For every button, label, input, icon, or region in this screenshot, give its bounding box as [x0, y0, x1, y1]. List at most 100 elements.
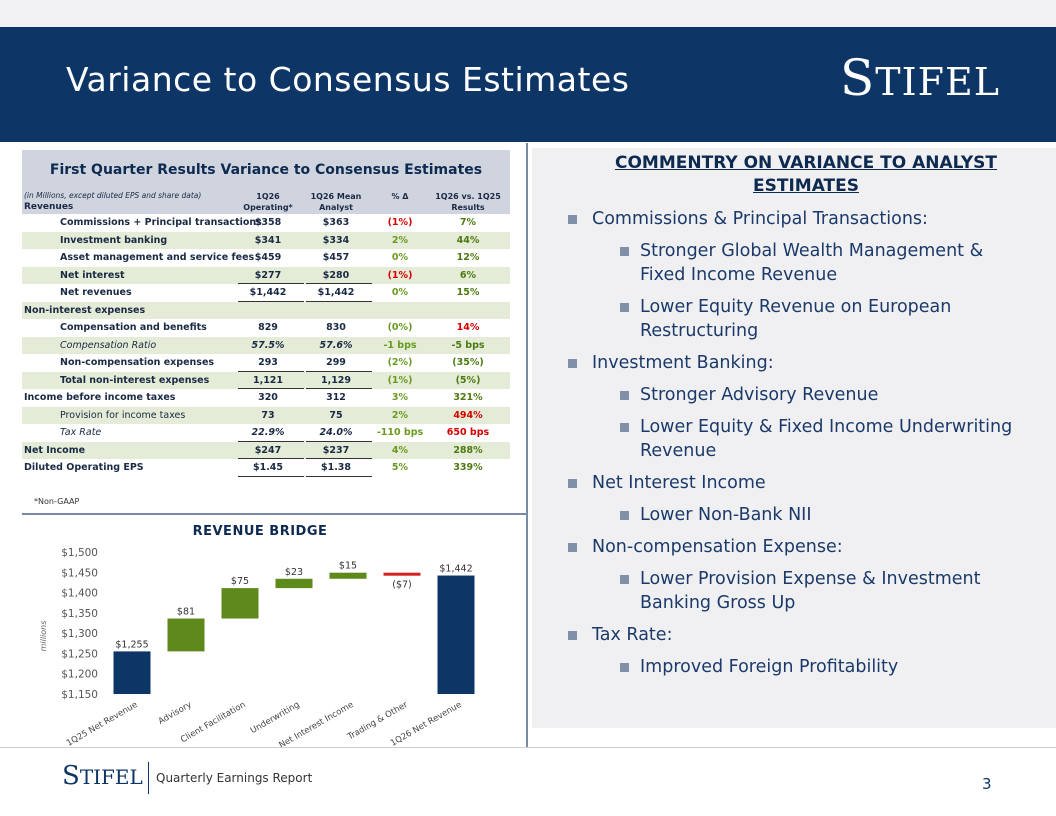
cell-v1: 22.9% — [251, 427, 285, 438]
cell-v3: (2%) — [387, 357, 413, 368]
top-strip — [0, 0, 1056, 27]
row-label: Commissions + Principal transactions — [60, 217, 262, 228]
bullet-icon — [620, 511, 629, 520]
cell-v4: 650 bps — [446, 427, 490, 438]
total-underline — [306, 475, 372, 477]
bullet-icon — [568, 215, 577, 224]
y-tick-label: $1,200 — [61, 669, 98, 681]
commentary-text: Improved Foreign Profitability — [640, 657, 899, 677]
commentary-item: Stronger Advisory Revenue — [620, 383, 1024, 407]
cell-v4: -5 bps — [451, 339, 485, 351]
commentary-text: Tax Rate: — [592, 625, 673, 645]
cell-v1: 320 — [258, 392, 278, 403]
cell-v3: 0% — [391, 252, 409, 263]
cell-v1: $1,442 — [249, 287, 287, 298]
bullet-icon — [620, 423, 629, 432]
cell-v2: 299 — [326, 357, 346, 368]
category-label: Advisory — [157, 700, 194, 727]
footer-divider — [0, 747, 1056, 748]
table-row: Provision for income taxes 73 75 2% 494% — [22, 406, 510, 424]
waterfall-bar — [383, 572, 421, 576]
row-label: Net interest — [60, 269, 125, 281]
commentary-text: Lower Equity & Fixed Income Underwriting… — [640, 417, 1013, 461]
total-underline — [238, 300, 304, 302]
waterfall-bar — [167, 618, 205, 652]
cell-v1: $459 — [254, 252, 282, 263]
cell-v2: $1,442 — [317, 287, 355, 298]
cell-v1: $1.45 — [252, 462, 284, 473]
bullet-icon — [568, 543, 577, 552]
commentary-text: Lower Equity Revenue on European Restruc… — [640, 297, 952, 341]
bullet-icon — [568, 631, 577, 640]
cell-v2: $280 — [322, 269, 350, 281]
col3-header: % Δ — [391, 192, 409, 201]
commentary-item: Improved Foreign Profitability — [620, 655, 1024, 679]
y-tick-label: $1,350 — [61, 608, 98, 620]
cell-v4: 494% — [453, 409, 483, 421]
total-underline — [306, 388, 372, 389]
commentary-text: Net Interest Income — [592, 473, 766, 493]
cell-v3: 3% — [391, 392, 409, 403]
cell-v3: -1 bps — [383, 339, 417, 351]
total-underline — [238, 388, 304, 389]
bullet-icon — [620, 663, 629, 672]
footnote: *Non-GAAP — [34, 497, 80, 506]
revenue-bridge-chart: $1,150 $1,200 $1,250 $1,300 $1,350 $1,400 $1,4… — [39, 547, 475, 750]
row-label: Non-interest expenses — [24, 304, 146, 316]
row-label: Non-compensation expenses — [60, 357, 215, 368]
cell-v4: (35%) — [452, 357, 484, 368]
total-underline — [238, 475, 304, 477]
commentary-item: Tax Rate: — [568, 623, 1028, 647]
waterfall-bar — [329, 572, 367, 579]
row-label: Tax Rate — [60, 427, 102, 438]
commentary-text: Lower Provision Expense & Investment Ban… — [640, 569, 981, 613]
table-row: Tax Rate 22.9% 24.0% -110 bps 650 bps — [22, 424, 510, 442]
units-note: (in Millions, except diluted EPS and sha… — [24, 191, 202, 200]
cell-v4: 6% — [459, 269, 477, 281]
commentary-item: Lower Equity & Fixed Income Underwriting… — [620, 415, 1024, 463]
y-tick-label: $1,250 — [61, 648, 98, 660]
cell-v4: 44% — [456, 234, 480, 246]
cell-v3: (1%) — [387, 374, 413, 386]
cell-v4: 321% — [453, 392, 483, 403]
total-underline — [238, 440, 304, 442]
table-row: Total non-interest expenses 1,121 1,129 (1%… — [22, 371, 510, 389]
table-row: Non-compensation expenses 293 299 (2%) (35%) — [22, 354, 510, 372]
commentary-item: Stronger Global Wealth Management & Fixe… — [620, 239, 1024, 287]
commentary-text: Investment Banking: — [592, 353, 774, 373]
row-label: Income before income taxes — [24, 392, 176, 403]
col2-header: 1Q26 Mean Analyst — [310, 192, 362, 212]
divider-vertical — [526, 143, 528, 747]
cell-v2: $363 — [322, 217, 350, 228]
y-tick-label: $1,150 — [61, 689, 98, 701]
row-label: Compensation and benefits — [60, 322, 207, 333]
cell-v4: 14% — [456, 322, 480, 333]
category-label: Underwriting — [249, 700, 302, 736]
commentary-item: Lower Equity Revenue on European Restruc… — [620, 295, 1024, 343]
cell-v1: 57.5% — [251, 339, 285, 351]
cell-v2: $457 — [322, 252, 350, 263]
total-underline — [306, 440, 372, 442]
table-row: Compensation and benefits 829 830 (0%) 14% — [22, 319, 510, 337]
table-row: Non-interest expenses — [22, 301, 510, 319]
cell-v4: 288% — [453, 444, 483, 456]
cell-v2: 312 — [326, 392, 346, 403]
cell-v3: (1%) — [387, 269, 413, 281]
bullet-icon — [568, 359, 577, 368]
commentary-item: Non-compensation Expense: — [568, 535, 1028, 559]
row-label: Diluted Operating EPS — [24, 462, 144, 473]
row-label: Net revenues — [60, 287, 132, 298]
data-label: $81 — [177, 607, 195, 618]
cell-v1: 293 — [258, 357, 278, 368]
total-underline — [306, 283, 372, 284]
y-tick-label: $1,450 — [61, 567, 98, 579]
row-label: Investment banking — [60, 234, 168, 246]
header-band — [0, 27, 1056, 142]
commentary-title: COMMENTRY ON VARIANCE TO ANALYST ESTIMAT… — [615, 153, 997, 196]
table-header: (in Millions, except diluted EPS and sha… — [22, 188, 510, 214]
table-row: Income before income taxes 320 312 3% 321% — [22, 389, 510, 407]
cell-v2: 1,129 — [320, 374, 352, 386]
cell-v2: $334 — [322, 234, 350, 246]
cell-v4: 339% — [453, 462, 483, 473]
col4-header: 1Q26 vs. 1Q25 Results — [435, 192, 501, 212]
